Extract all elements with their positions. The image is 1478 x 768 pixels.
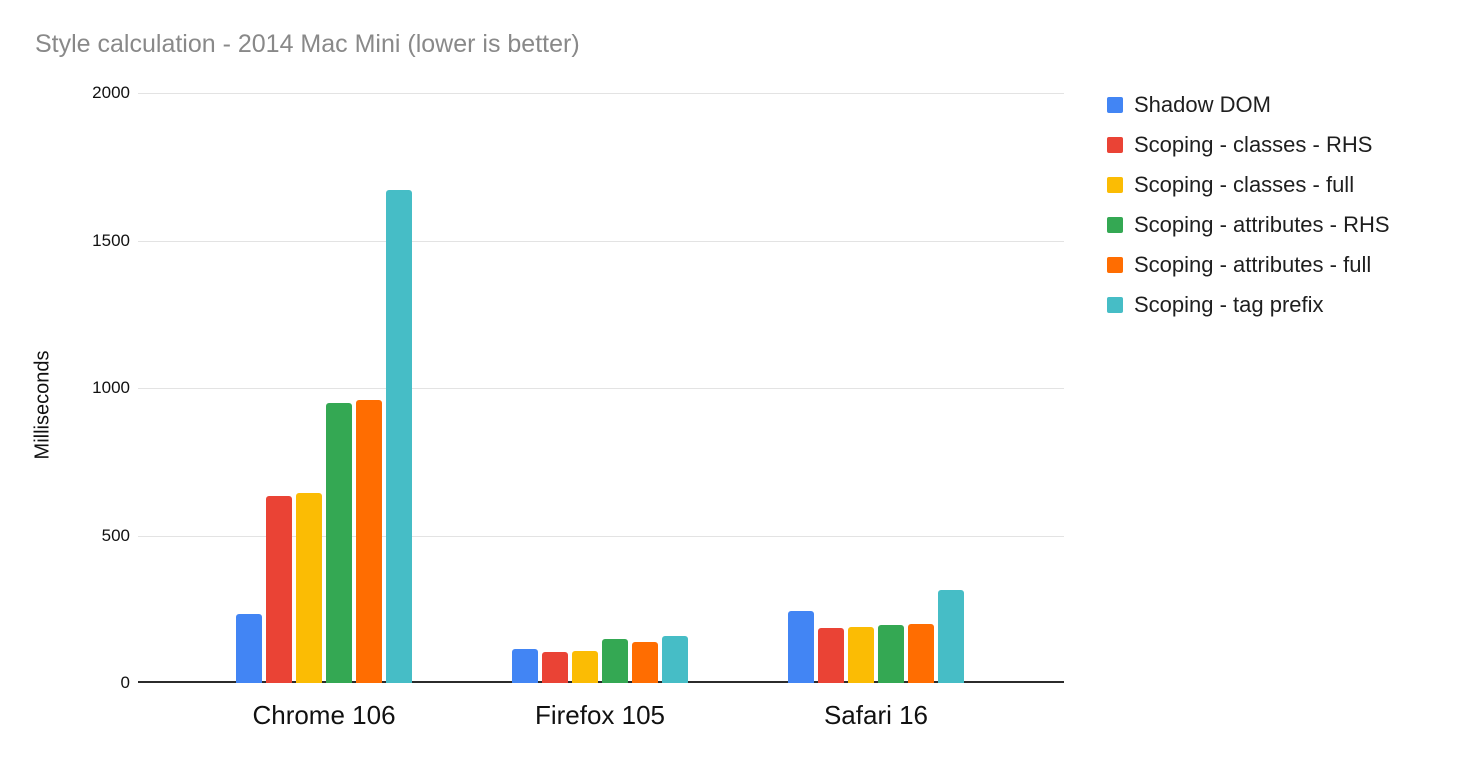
bar-shadow-dom-firefox-105: [512, 649, 538, 683]
legend-label-scoping-classes-rhs: Scoping - classes - RHS: [1134, 132, 1373, 157]
bar-scoping-classes-full-chrome-106: [296, 492, 322, 683]
bar-scoping-classes-full-firefox-105: [572, 651, 598, 683]
legend-item-scoping-attributes-full: Scoping - attributes - full: [1107, 245, 1390, 285]
legend-swatch-scoping-attributes-full: [1107, 257, 1123, 273]
bar-scoping-classes-rhs-chrome-106: [266, 495, 292, 683]
bar-shadow-dom-chrome-106: [236, 613, 262, 683]
legend-item-scoping-classes-full: Scoping - classes - full: [1107, 165, 1390, 205]
bar-scoping-attributes-full-safari-16: [908, 624, 934, 683]
legend-swatch-scoping-classes-rhs: [1107, 137, 1123, 153]
y-tick-label-0: 0: [120, 673, 130, 692]
y-tick-label-2000: 2000: [92, 83, 130, 102]
gridline-1500: [138, 240, 1064, 242]
legend-label-scoping-attributes-full: Scoping - attributes - full: [1134, 252, 1372, 277]
gridline-500: [138, 535, 1064, 537]
legend-swatch-scoping-tag-prefix: [1107, 297, 1123, 313]
bar-scoping-tag-prefix-chrome-106: [386, 190, 412, 683]
bar-scoping-attributes-rhs-safari-16: [878, 625, 904, 683]
legend-label-scoping-attributes-rhs: Scoping - attributes - RHS: [1134, 212, 1390, 237]
bar-scoping-tag-prefix-firefox-105: [662, 635, 688, 683]
legend-swatch-scoping-attributes-rhs: [1107, 217, 1123, 233]
bar-scoping-attributes-rhs-chrome-106: [326, 402, 352, 683]
bar-scoping-classes-rhs-safari-16: [818, 628, 844, 683]
category-label-chrome-106: Chrome 106: [252, 700, 396, 730]
y-axis-title: Milliseconds: [31, 350, 54, 460]
legend-label-scoping-tag-prefix: Scoping - tag prefix: [1134, 292, 1324, 317]
legend-item-shadow-dom: Shadow DOM: [1107, 85, 1390, 125]
bar-scoping-classes-rhs-firefox-105: [542, 652, 568, 683]
bar-scoping-attributes-full-firefox-105: [632, 641, 658, 683]
bar-scoping-attributes-full-chrome-106: [356, 399, 382, 683]
legend-item-scoping-tag-prefix: Scoping - tag prefix: [1107, 285, 1390, 325]
legend-swatch-scoping-classes-full: [1107, 177, 1123, 193]
x-axis-line: [138, 681, 1064, 683]
bar-scoping-classes-full-safari-16: [848, 626, 874, 683]
category-label-safari-16: Safari 16: [823, 700, 929, 730]
legend: Shadow DOM Scoping - classes - RHS Scoping…: [1107, 85, 1390, 325]
legend-swatch-shadow-dom: [1107, 97, 1123, 113]
chart-title: Style calculation - 2014 Mac Mini (lower…: [35, 30, 580, 58]
gridline-1000: [138, 388, 1064, 389]
y-tick-label-1000: 1000: [92, 378, 130, 397]
y-tick-label-500: 500: [101, 525, 130, 545]
bar-scoping-tag-prefix-safari-16: [938, 590, 964, 683]
category-label-firefox-105: Firefox 105: [534, 700, 666, 730]
y-tick-label-1500: 1500: [92, 230, 130, 250]
bar-scoping-attributes-rhs-firefox-105: [602, 639, 628, 683]
legend-item-scoping-attributes-rhs: Scoping - attributes - RHS: [1107, 205, 1390, 245]
legend-label-shadow-dom: Shadow DOM: [1134, 92, 1271, 117]
legend-label-scoping-classes-full: Scoping - classes - full: [1134, 172, 1355, 197]
bar-shadow-dom-safari-16: [788, 610, 814, 683]
gridline-2000: [138, 93, 1064, 94]
legend-item-scoping-classes-rhs: Scoping - classes - RHS: [1107, 125, 1390, 165]
